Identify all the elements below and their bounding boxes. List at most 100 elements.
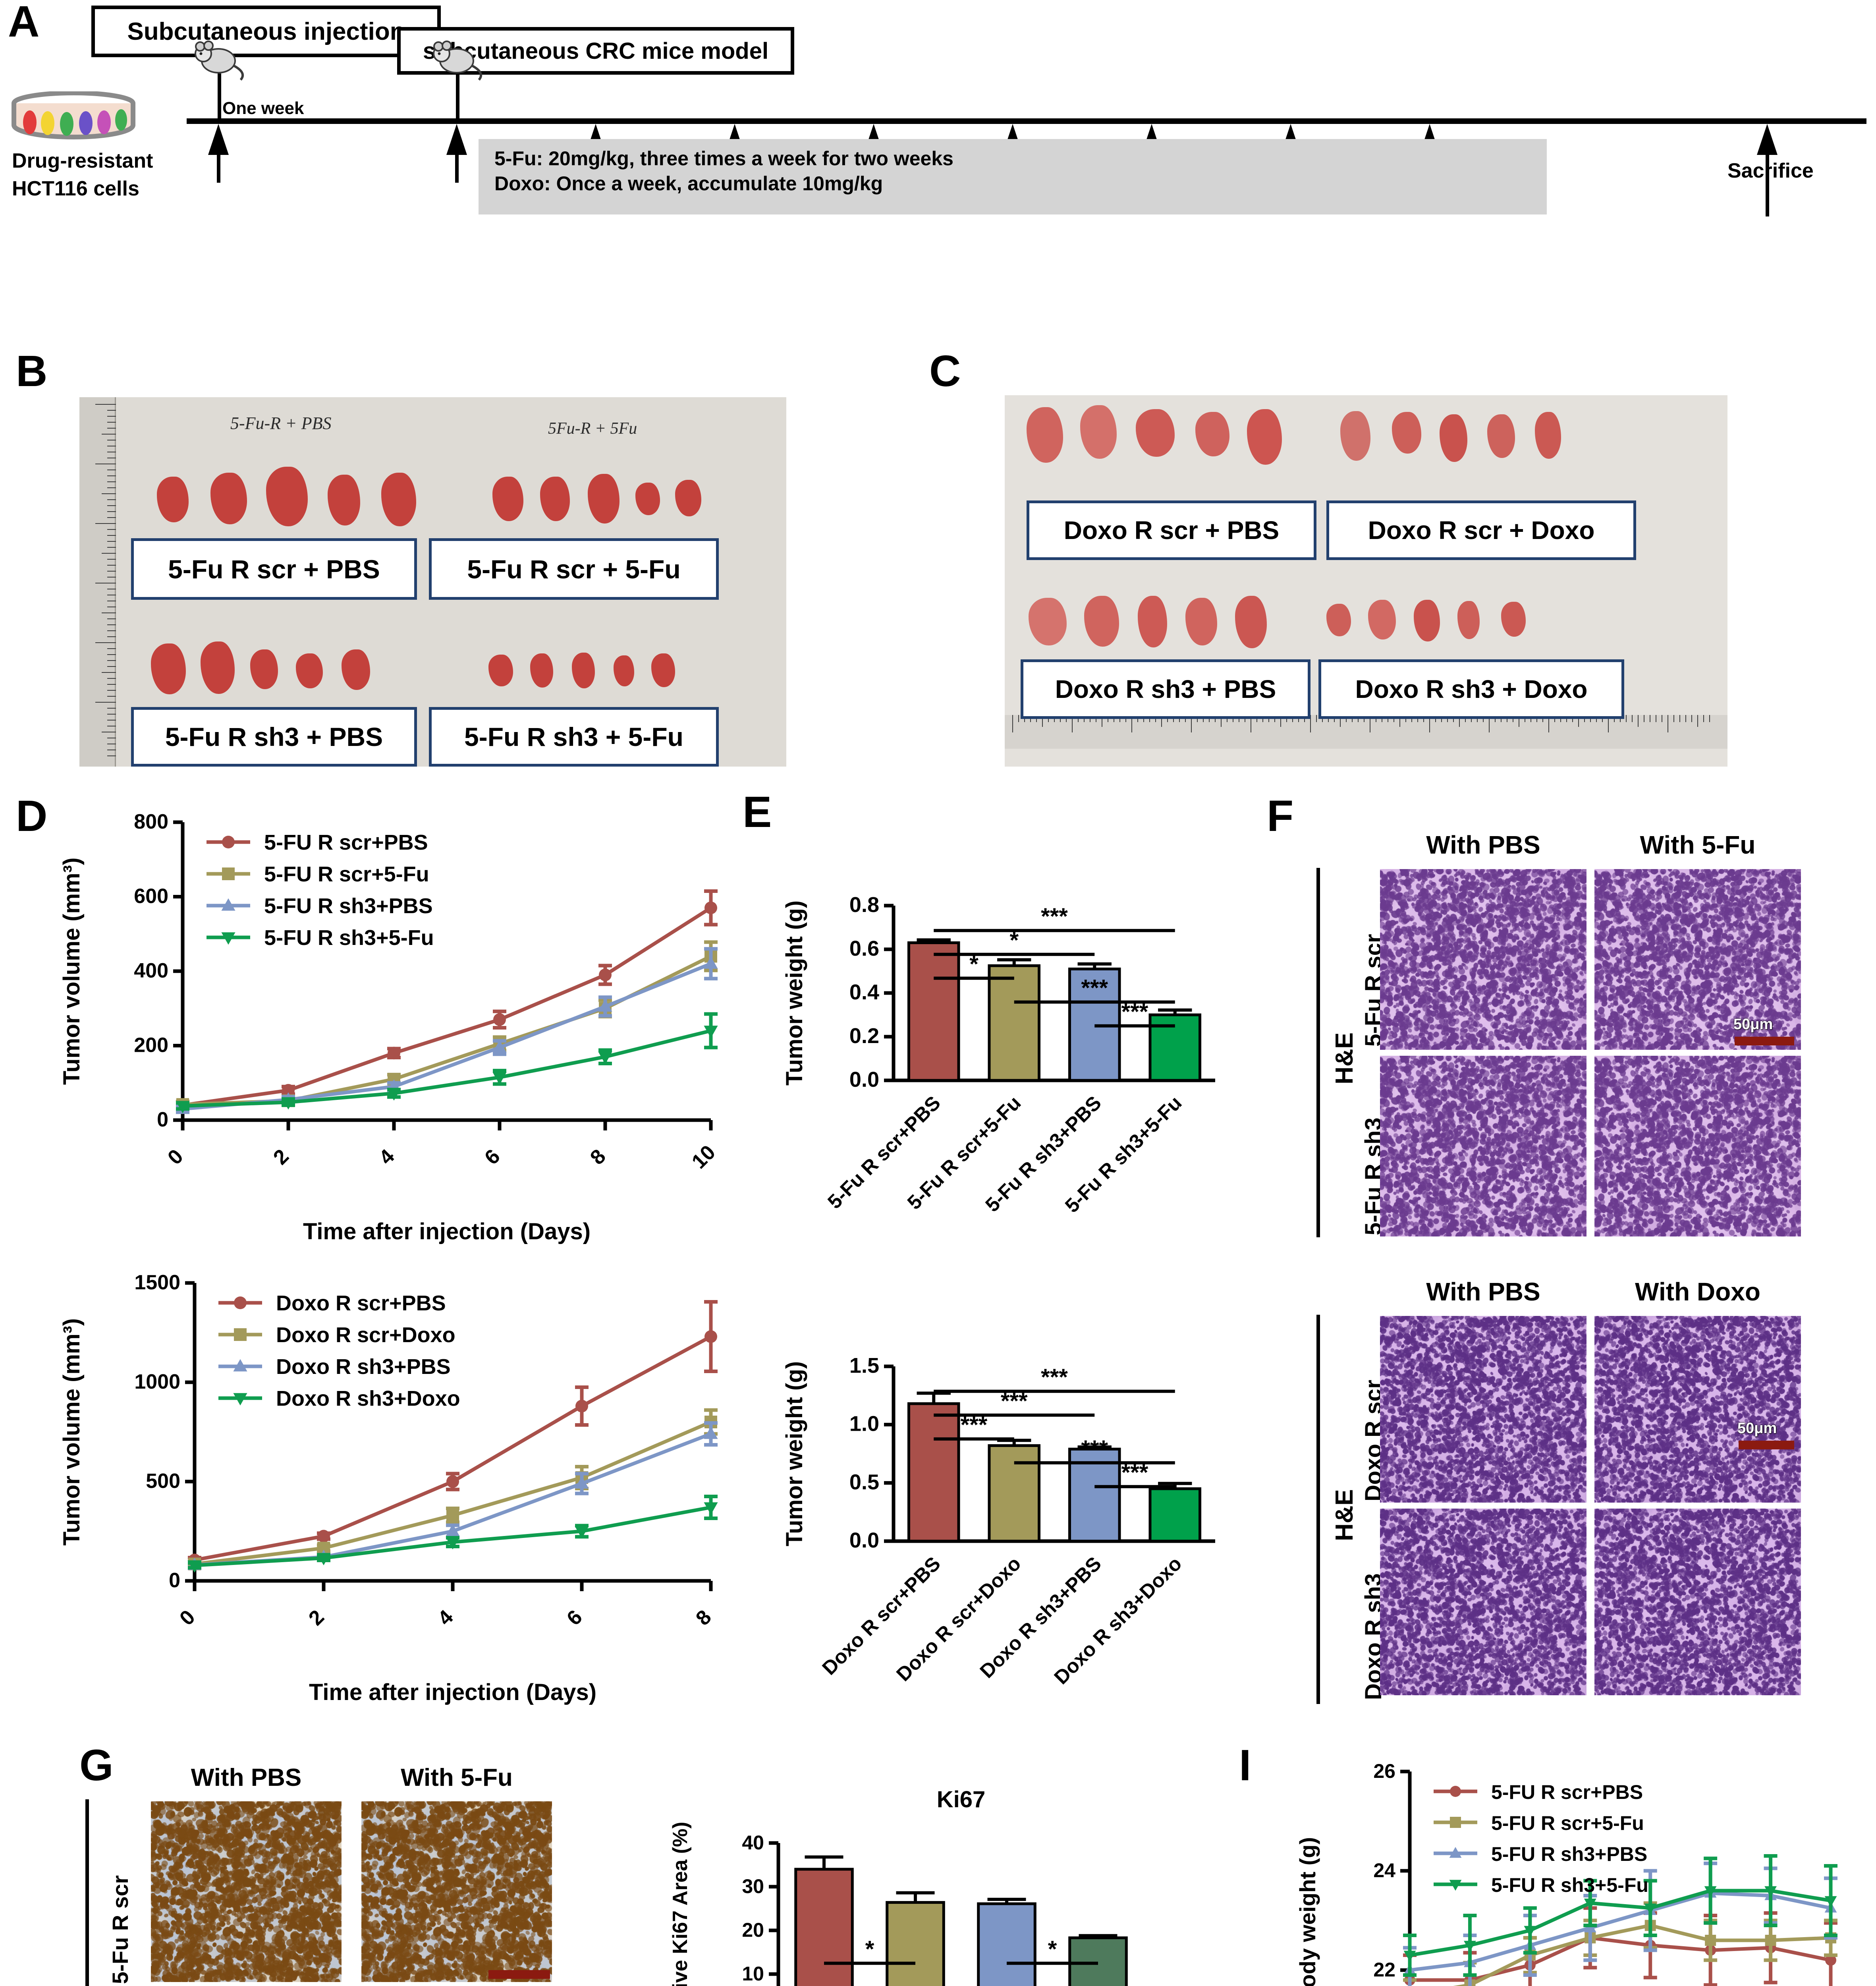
header-g-col2: With 5-Fu [401,1764,513,1791]
dosing-5fu-label: 5-Fu: 20mg/kg, three times a week for tw… [494,147,953,170]
label-b-2: 5-Fu R scr + 5-Fu [467,554,681,584]
chart-tumor-weight-doxo: 0.0 0.5 1.0 1.5 Tumor weight (g) Doxo R scr+P… [774,1267,1239,1764]
mouse-stem-1 [218,73,221,121]
svg-text:8: 8 [586,1145,610,1169]
group-rule-f-top [1316,868,1320,1237]
panel-letter-g: G [79,1741,114,1790]
group-rule-f-bot [1316,1315,1320,1704]
panel-letter-e: E [743,788,772,837]
svg-text:*: * [865,1936,874,1962]
drug-resistant-cells-label: Drug-resistant HCT116 cells [12,147,153,203]
subcutaneous-injection-box: Subcutaneous injection [91,6,441,57]
panel-a-timeline: A Subcutaneous injection subcutaneous CR… [0,0,1876,350]
svg-text:***: *** [1121,1460,1148,1486]
label-box-c-2: Doxo R scr + Doxo [1326,500,1636,560]
he-image-scr-pbs [1380,869,1586,1050]
svg-text:5-FU R scr+5-Fu: 5-FU R scr+5-Fu [264,862,429,886]
label-box-c-1: Doxo R scr + PBS [1027,500,1316,560]
scale-bar-g [488,1970,550,1979]
svg-text:4: 4 [374,1145,399,1169]
mouse-icon-2 [433,41,482,81]
subcutaneous-injection-label: Subcutaneous injection [127,17,405,45]
header-f-bot-col1: With PBS [1426,1277,1540,1306]
photo-ruler-c [1005,715,1727,749]
svg-text:26: 26 [1373,1760,1395,1782]
he-doxo-scr-pbs [1380,1316,1586,1503]
svg-text:1.5: 1.5 [849,1354,879,1377]
svg-text:***: *** [1081,1436,1108,1462]
label-b-3: 5-Fu R sh3 + PBS [165,722,383,752]
svg-text:6: 6 [480,1145,504,1169]
panel-letter-d: D [16,792,48,840]
svg-text:30: 30 [742,1875,764,1897]
chart-tumor-volume-5fu: 0 200 400 600 800 0 2 4 6 8 10 Time after injection… [52,806,735,1251]
svg-text:Positive Ki67 Area (%): Positive Ki67 Area (%) [669,1822,692,1986]
svg-text:*: * [969,951,979,977]
svg-text:10: 10 [687,1141,720,1173]
ki67-image-scr-5fu [361,1801,552,1982]
header-g-col1: With PBS [191,1764,302,1791]
scale-bar-f-top [1735,1037,1794,1045]
svg-text:0.0: 0.0 [849,1528,879,1552]
timeline-arrow-stem-sacrifice [1766,153,1769,216]
header-f-top-col2: With 5-Fu [1640,831,1756,859]
group-rule-g [85,1799,89,1986]
mouse-stem-2 [456,73,459,121]
dosing-regimen-box: 5-Fu: 20mg/kg, three times a week for tw… [479,139,1547,214]
svg-text:600: 600 [134,885,168,908]
svg-text:1500: 1500 [134,1271,180,1294]
svg-text:5-FU R sh3+PBS: 5-FU R sh3+PBS [1491,1843,1647,1865]
svg-text:22: 22 [1373,1959,1395,1981]
ki67-image-scr-pbs [151,1801,342,1982]
timeline-arrow-stem-2 [455,153,459,183]
he-doxo-scr-doxo [1594,1316,1801,1503]
label-c-3: Doxo R sh3 + PBS [1055,675,1276,703]
scale-text-f-bot: 50μm [1737,1420,1777,1437]
svg-text:0.5: 0.5 [849,1470,879,1494]
svg-text:400: 400 [134,959,168,982]
svg-text:1.0: 1.0 [849,1412,879,1436]
header-f-top-col1: With PBS [1426,831,1540,859]
label-box-c-3: Doxo R sh3 + PBS [1021,659,1310,719]
svg-text:2: 2 [304,1605,328,1630]
label-c-2: Doxo R scr + Doxo [1368,516,1595,545]
timeline-arrow-1 [208,124,229,155]
svg-text:***: *** [961,1412,988,1438]
label-c-4: Doxo R sh3 + Doxo [1355,675,1588,703]
svg-text:20: 20 [742,1919,764,1941]
timeline-arrow-stem-1 [217,153,220,183]
svg-text:***: *** [1041,904,1068,929]
svg-text:5-FU R scr+PBS: 5-FU R scr+PBS [1491,1781,1643,1803]
svg-text:2: 2 [269,1145,293,1169]
svg-text:0: 0 [163,1145,187,1169]
group-label-he-top: H&E [1331,1032,1358,1084]
svg-text:40: 40 [742,1831,764,1854]
label-box-b-2: 5-Fu R scr + 5-Fu [429,538,719,600]
svg-text:Tumor weight (g): Tumor weight (g) [782,1361,807,1546]
he-image-scr-5fu [1594,869,1801,1050]
svg-text:Tumor weight (g): Tumor weight (g) [782,900,807,1086]
svg-text:6: 6 [562,1605,587,1630]
panel-f-he-doxo: With PBS With Doxo H&E Doxo R scr Doxo R… [1307,1277,1870,1722]
svg-text:***: *** [1001,1388,1028,1414]
svg-text:500: 500 [146,1470,180,1493]
svg-text:0: 0 [175,1605,199,1630]
svg-text:***: *** [1121,999,1148,1025]
svg-text:8: 8 [691,1605,716,1630]
mouse-icon-1 [195,41,244,81]
label-c-1: Doxo R scr + PBS [1063,516,1280,545]
chart-body-weight-5fu: 2022242602468101214Time after injection … [1291,1756,1855,1986]
panel-letter-c: C [929,347,961,396]
timeline-arrow-sacrifice [1757,124,1778,155]
label-box-c-4: Doxo R sh3 + Doxo [1318,659,1624,719]
svg-text:5-FU R sh3+5-Fu: 5-FU R sh3+5-Fu [1491,1874,1648,1896]
svg-text:5-FU R scr+5-Fu: 5-FU R scr+5-Fu [1491,1812,1644,1834]
scale-bar-f-bot [1739,1441,1794,1449]
svg-text:Tumor volume (mm³): Tumor volume (mm³) [59,1318,85,1546]
group-label-he-bot: H&E [1331,1489,1358,1541]
panel-f-he-5fu: With PBS With 5-Fu H&E 5-Fu R scr 5-Fu R… [1307,830,1870,1247]
one-week-label: One week [222,99,304,118]
drug-resistant-line2: HCT116 cells [12,177,139,201]
chart-tumor-weight-5fu: 0.0 0.2 0.4 0.6 0.8 Tumor weight (g) 5-Fu R sc… [774,806,1239,1303]
chart-ki67-positive-area: Ki67010203040Positive Ki67 Area (%)5-Fu … [659,1756,1168,1986]
